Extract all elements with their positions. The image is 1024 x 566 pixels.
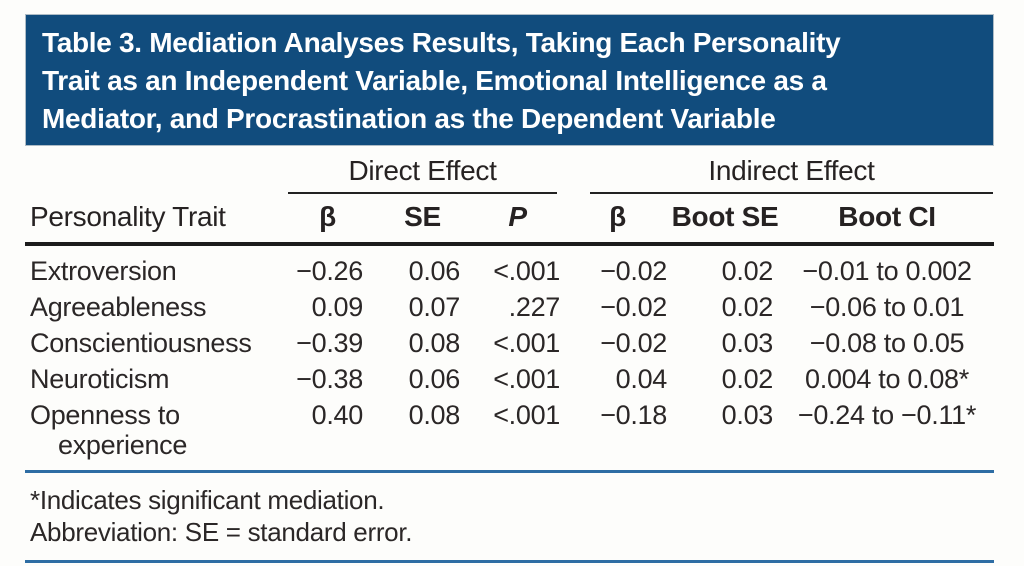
beta-direct-cell: 0.09 bbox=[311, 292, 364, 322]
col-header-boot-ci: Boot CI bbox=[780, 194, 995, 246]
p-cell: <.001 bbox=[493, 328, 561, 358]
beta-indirect-cell: −0.18 bbox=[600, 400, 668, 430]
table-row: Openness to experience 0.40 0.08 <.001 −… bbox=[25, 394, 994, 470]
se-cell: 0.06 bbox=[408, 256, 461, 286]
trait-cell: Extroversion bbox=[30, 256, 177, 286]
col-header-beta-direct: β bbox=[280, 194, 375, 246]
trait-line-1: Openness to bbox=[30, 400, 180, 430]
mediation-results-table: Direct Effect Indirect Effect Personalit… bbox=[25, 153, 995, 470]
table-title-line-1: Table 3. Mediation Analyses Results, Tak… bbox=[42, 27, 841, 58]
se-cell: 0.07 bbox=[408, 292, 461, 322]
se-cell: 0.08 bbox=[408, 400, 461, 430]
trait-cell: Openness to experience bbox=[25, 394, 280, 470]
indirect-effect-label: Indirect Effect bbox=[590, 155, 994, 194]
p-cell: <.001 bbox=[493, 400, 561, 430]
p-cell: <.001 bbox=[493, 256, 561, 286]
col-header-se: SE bbox=[375, 194, 470, 246]
spanner-empty-cell bbox=[25, 153, 280, 194]
boot-ci-cell: −0.08 to 0.05 bbox=[809, 328, 965, 358]
table-row: Neuroticism −0.38 0.06 <.001 0.04 0.02 0… bbox=[25, 358, 994, 394]
table-figure: Table 3. Mediation Analyses Results, Tak… bbox=[25, 14, 995, 563]
table-footnotes: *Indicates significant mediation. Abbrev… bbox=[25, 473, 994, 560]
table-title-banner: Table 3. Mediation Analyses Results, Tak… bbox=[25, 14, 994, 146]
beta-direct-cell: 0.40 bbox=[311, 400, 364, 430]
beta-direct-cell: −0.38 bbox=[296, 364, 363, 394]
boot-se-cell: 0.03 bbox=[721, 400, 774, 430]
table-bottom-rule bbox=[25, 470, 994, 473]
trait-line-2: experience bbox=[58, 430, 188, 460]
col-header-personality-trait: Personality Trait bbox=[25, 194, 280, 246]
table-title-line-3: Mediator, and Procrastination as the Dep… bbox=[42, 103, 776, 134]
significance-footnote: *Indicates significant mediation. bbox=[30, 485, 385, 515]
boot-se-cell: 0.02 bbox=[721, 256, 774, 286]
spanner-header-row: Direct Effect Indirect Effect bbox=[25, 153, 994, 194]
figure-bottom-rule bbox=[25, 560, 994, 563]
column-header-row: Personality Trait β SE P β Boot SE Boot … bbox=[25, 194, 995, 246]
boot-se-cell: 0.02 bbox=[721, 364, 774, 394]
boot-se-cell: 0.03 bbox=[721, 328, 774, 358]
col-header-p: P bbox=[470, 194, 566, 246]
beta-indirect-cell: 0.04 bbox=[615, 364, 668, 394]
p-cell: .227 bbox=[508, 292, 561, 322]
table-row: Extroversion −0.26 0.06 <.001 −0.02 0.02… bbox=[25, 244, 994, 286]
p-cell: <.001 bbox=[493, 364, 561, 394]
boot-ci-cell: −0.06 to 0.01 bbox=[809, 292, 965, 322]
table-title-line-2: Trait as an Independent Variable, Emotio… bbox=[42, 65, 827, 96]
col-header-beta-indirect: β bbox=[565, 194, 671, 246]
direct-effect-spanner: Direct Effect bbox=[280, 153, 565, 194]
boot-se-cell: 0.02 bbox=[721, 292, 774, 322]
trait-cell: Conscientiousness bbox=[30, 328, 252, 358]
abbreviation-footnote: Abbreviation: SE = standard error. bbox=[30, 517, 413, 547]
beta-indirect-cell: −0.02 bbox=[600, 292, 668, 322]
col-header-boot-se: Boot SE bbox=[670, 194, 781, 246]
boot-ci-cell: −0.24 to −0.11* bbox=[797, 400, 977, 430]
direct-effect-label: Direct Effect bbox=[288, 155, 558, 194]
indirect-effect-spanner: Indirect Effect bbox=[565, 153, 994, 194]
table-row: Agreeableness 0.09 0.07 .227 −0.02 0.02 … bbox=[25, 286, 994, 322]
se-cell: 0.08 bbox=[408, 328, 461, 358]
table-row: Conscientiousness −0.39 0.08 <.001 −0.02… bbox=[25, 322, 994, 358]
trait-cell: Neuroticism bbox=[30, 364, 170, 394]
beta-indirect-cell: −0.02 bbox=[600, 328, 668, 358]
beta-indirect-cell: −0.02 bbox=[600, 256, 668, 286]
beta-direct-cell: −0.39 bbox=[296, 328, 363, 358]
boot-ci-cell: −0.01 to 0.002 bbox=[802, 256, 972, 286]
trait-cell: Agreeableness bbox=[30, 292, 207, 322]
beta-direct-cell: −0.26 bbox=[296, 256, 363, 286]
se-cell: 0.06 bbox=[408, 364, 461, 394]
boot-ci-cell: 0.004 to 0.08* bbox=[805, 364, 969, 394]
